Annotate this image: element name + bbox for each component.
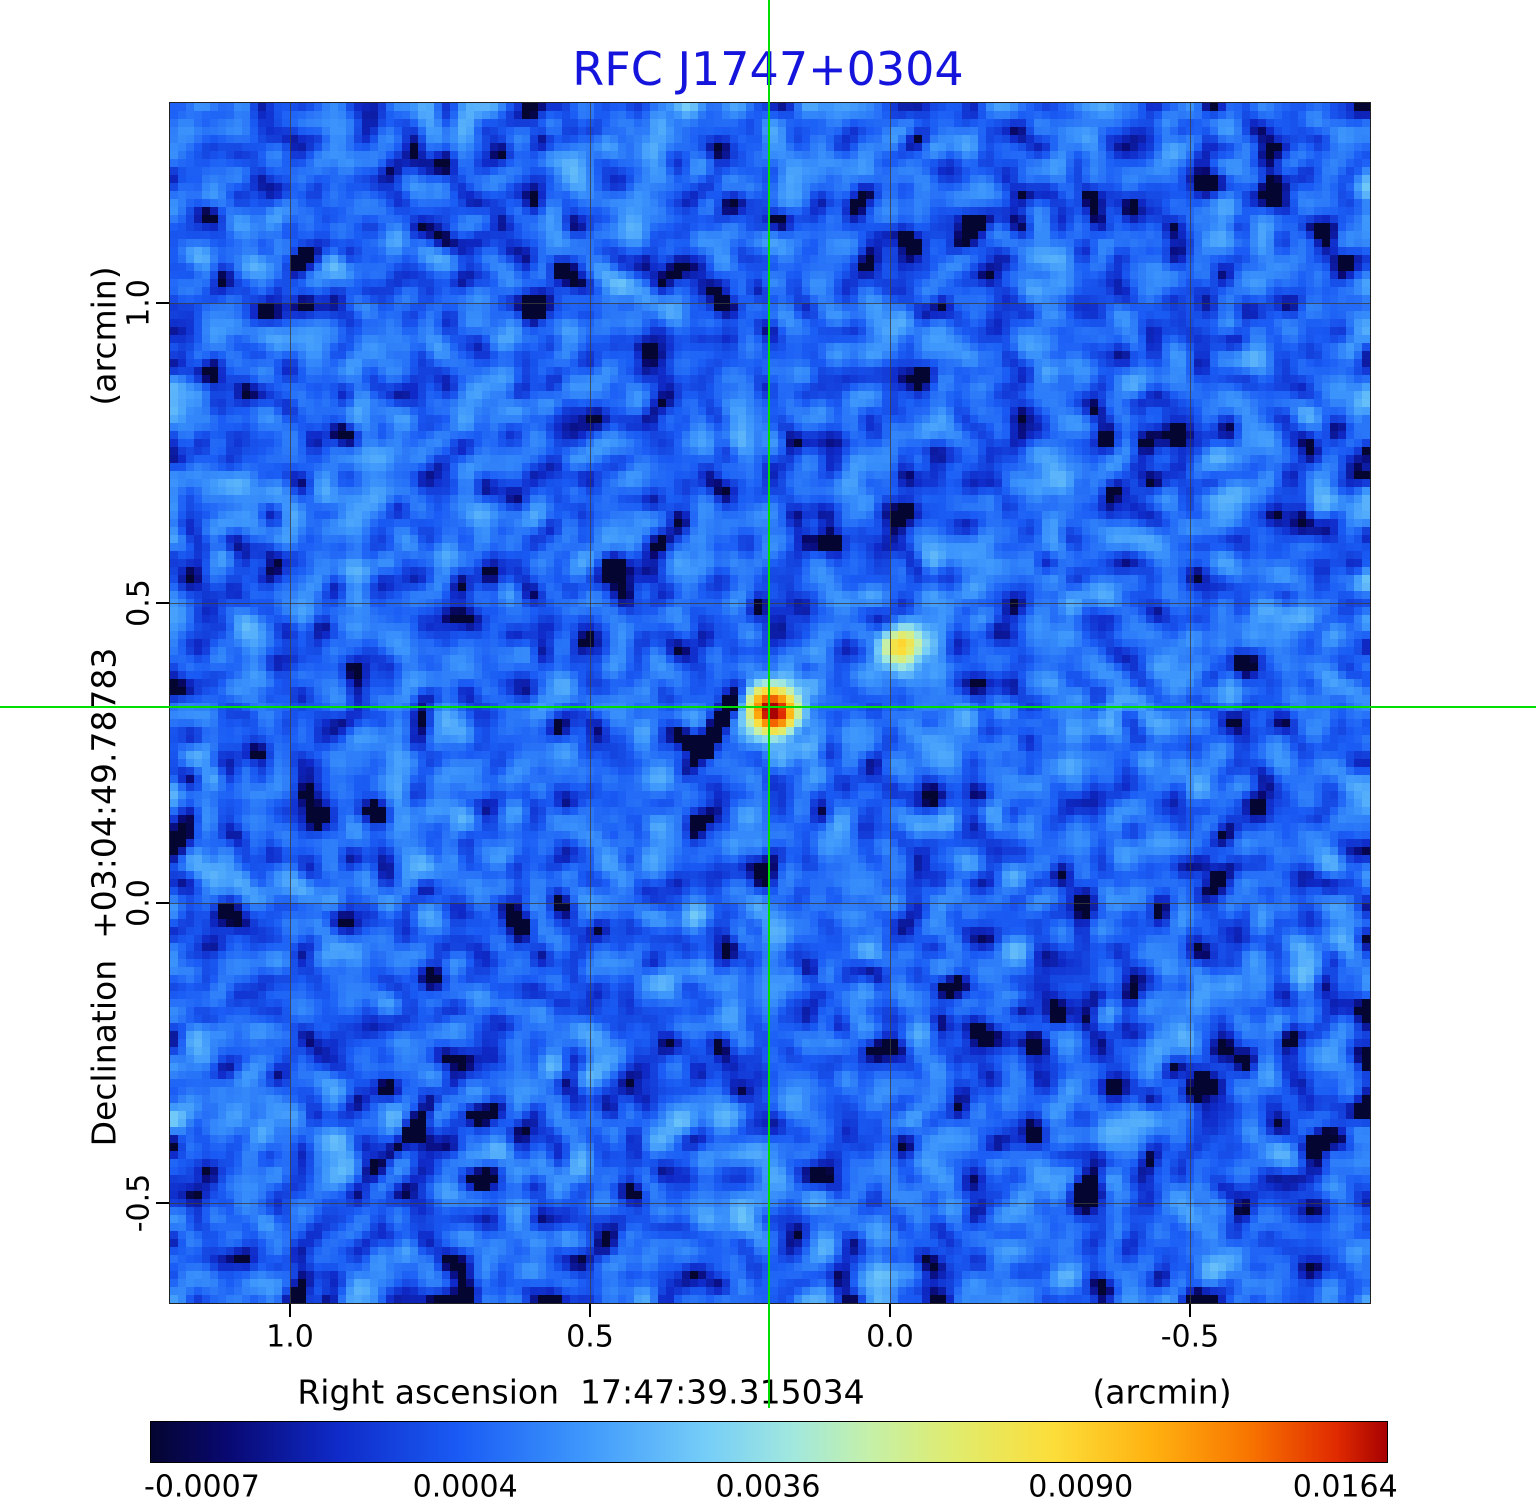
crosshair-vertical-line	[767, 0, 770, 1408]
y-axis-title: Declination +03:04:49.78783	[84, 647, 124, 1147]
y-axis-tick	[156, 902, 169, 904]
colorbar-gradient	[151, 1422, 1387, 1462]
y-tick-label: 1.0	[121, 279, 157, 327]
y-tick-label: -0.5	[121, 1173, 157, 1233]
x-tick-label: 1.0	[266, 1319, 314, 1355]
x-axis-tick	[1189, 1304, 1191, 1317]
colorbar-tick-label: 0.0036	[715, 1469, 821, 1505]
colorbar-tick-label: 0.0090	[1028, 1469, 1134, 1505]
y-axis-unit-label: (arcmin)	[84, 266, 124, 406]
sky-map-frame	[169, 102, 1371, 1304]
x-tick-label: 0.5	[566, 1319, 614, 1355]
colorbar-tick-label: -0.0007	[144, 1469, 260, 1505]
x-axis-tick	[589, 1304, 591, 1317]
colorbar-tick-label: 0.0164	[1292, 1469, 1398, 1505]
colorbar-tick-label: 0.0004	[412, 1469, 518, 1505]
x-tick-label: -0.5	[1160, 1319, 1220, 1355]
x-axis-title: Right ascension 17:47:39.315034	[297, 1372, 865, 1412]
x-tick-label: 0.0	[866, 1319, 914, 1355]
y-axis-tick	[156, 302, 169, 304]
y-tick-label: 0.0	[121, 879, 157, 927]
y-axis-tick	[156, 1202, 169, 1204]
colorbar	[150, 1421, 1388, 1463]
x-axis-tick	[889, 1304, 891, 1317]
crosshair-horizontal-line	[0, 705, 1536, 708]
x-axis-tick	[289, 1304, 291, 1317]
y-axis-tick	[156, 602, 169, 604]
y-tick-label: 0.5	[121, 579, 157, 627]
radio-intensity-heatmap	[170, 103, 1370, 1303]
x-axis-unit-label: (arcmin)	[1092, 1372, 1232, 1412]
